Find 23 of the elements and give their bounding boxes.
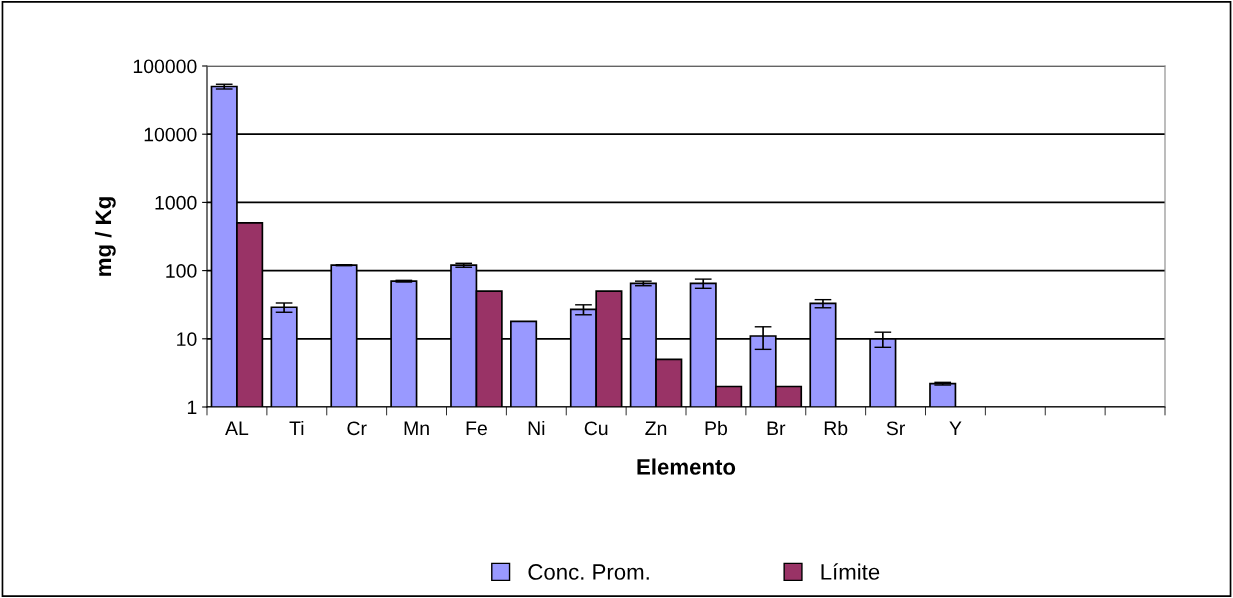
- legend-label: Límite: [821, 563, 880, 580]
- x-tick-label: Br: [767, 421, 786, 435]
- y-tick-label: 10: [177, 332, 197, 347]
- y-tick-label: 1: [187, 400, 197, 415]
- x-axis-title: Elemento: [637, 458, 736, 475]
- x-tick-label: Sr: [886, 421, 905, 436]
- x-tick-label: Pb: [705, 420, 728, 436]
- y-tick-label: 100000: [133, 59, 197, 74]
- x-tick-label: Y: [949, 421, 962, 435]
- y-tick-label: 100: [166, 264, 197, 278]
- x-tick-label: AL: [225, 421, 249, 435]
- y-tick-label: 10000: [144, 127, 197, 142]
- x-tick-label: Fe: [466, 421, 487, 436]
- y-axis-title: mg / Kg: [94, 197, 116, 276]
- legend-label: Conc. Prom.: [528, 564, 649, 580]
- y-tick-label: 1000: [155, 195, 197, 210]
- x-tick-label: Cu: [584, 421, 608, 436]
- x-tick-label: Ni: [528, 420, 545, 435]
- x-tick-label: Zn: [645, 421, 667, 435]
- x-tick-label: Mn: [404, 421, 429, 435]
- x-tick-label: Cr: [347, 421, 367, 436]
- x-tick-label: Ti: [289, 420, 304, 435]
- x-tick-label: Rb: [824, 420, 848, 436]
